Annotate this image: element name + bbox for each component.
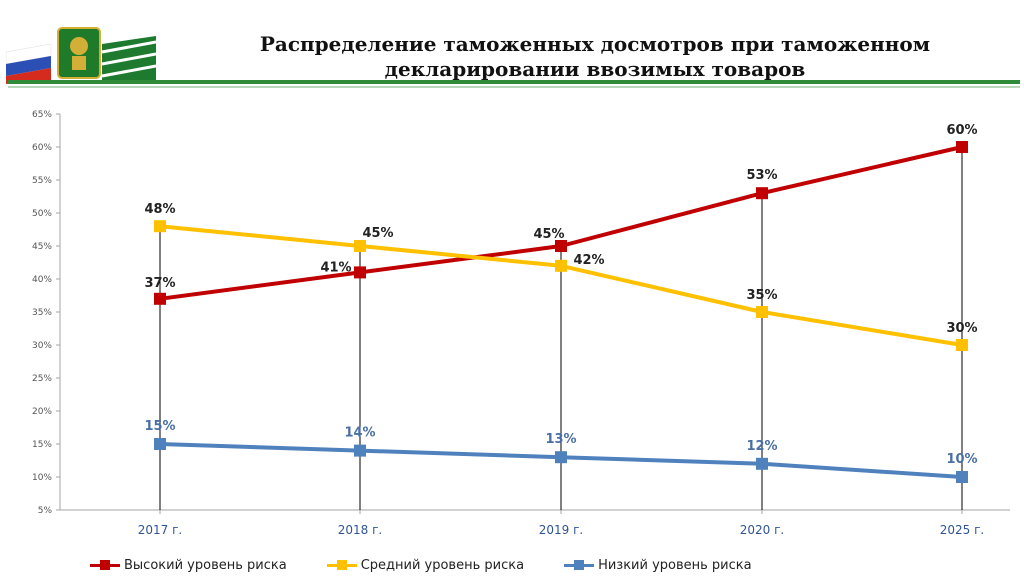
y-tick-label: 60%	[32, 143, 52, 153]
data-point	[756, 187, 768, 200]
y-tick-label: 20%	[32, 407, 52, 417]
legend-item-low-risk: Низкий уровень риска	[564, 558, 752, 573]
y-tick-label: 30%	[32, 341, 52, 351]
data-point	[956, 141, 968, 153]
data-point	[354, 240, 366, 252]
data-point	[956, 471, 968, 483]
legend-label-medium-risk: Средний уровень риска	[360, 557, 525, 573]
data-label: 12%	[746, 439, 777, 454]
y-tick-label: 40%	[32, 275, 52, 285]
title-line-2: декларировании ввозимых товаров	[384, 57, 806, 81]
x-tick-label: 2025 г.	[940, 523, 984, 537]
legend-swatch-medium-risk	[326, 559, 357, 571]
header-divider	[8, 80, 1020, 84]
legend-item-medium-risk: Средний уровень риска	[326, 557, 525, 573]
data-label: 41%	[320, 260, 351, 275]
legend-swatch-low-risk	[564, 559, 595, 571]
y-tick-label: 35%	[32, 308, 52, 318]
data-point	[154, 292, 166, 305]
data-label: 35%	[746, 288, 777, 303]
legend-label-high-risk: Высокий уровень риска	[124, 557, 287, 573]
data-label: 10%	[946, 452, 977, 467]
y-tick-label: 5%	[38, 506, 53, 516]
data-label: 14%	[344, 426, 375, 441]
data-point	[555, 240, 567, 252]
y-tick-label: 65%	[32, 110, 52, 120]
data-point	[956, 339, 968, 351]
data-point	[555, 451, 567, 464]
data-label: 45%	[362, 226, 393, 241]
y-tick-label: 45%	[32, 242, 52, 252]
chart-legend: Высокий уровень риска Средний уровень ри…	[90, 554, 752, 576]
title-line-1: Распределение таможенных досмотров при т…	[259, 32, 931, 56]
x-tick-label: 2020 г.	[740, 523, 784, 537]
series-markers	[154, 141, 968, 483]
data-point	[154, 438, 166, 450]
y-tick-label: 55%	[32, 176, 52, 186]
legend-swatch-high-risk	[90, 559, 120, 571]
legend-item-high-risk: Высокий уровень риска	[90, 558, 287, 573]
x-tick-label: 2017 г.	[138, 523, 182, 537]
data-point	[756, 457, 768, 470]
data-label: 53%	[746, 168, 777, 183]
drop-lines	[159, 147, 963, 510]
data-label: 30%	[946, 321, 977, 336]
data-point	[154, 220, 166, 233]
x-tick-label: 2019 г.	[539, 523, 583, 537]
data-point	[756, 306, 768, 318]
data-label: 45%	[533, 227, 564, 242]
data-label: 48%	[144, 202, 175, 217]
header: Распределение таможенных досмотров при т…	[0, 0, 1024, 96]
x-tick-label: 2018 г.	[338, 523, 382, 537]
data-label: 37%	[144, 276, 175, 291]
page-title: Распределение таможенных досмотров при т…	[170, 32, 1020, 82]
data-labels: 37% 41% 45% 53% 60% 48% 45% 42% 35% 30% 15% 14% 13% 1…	[144, 123, 977, 467]
data-point	[354, 444, 366, 457]
data-point	[354, 266, 366, 279]
data-label: 15%	[144, 419, 175, 434]
line-chart: 5% 10% 15% 20% 25% 30% 35% 40% 45% 50% 55% 60% 65% 20…	[32, 110, 1010, 537]
data-label: 13%	[545, 432, 576, 447]
y-tick-label: 10%	[32, 473, 52, 483]
data-label: 60%	[946, 123, 977, 138]
data-point	[555, 259, 567, 272]
y-tick-label: 50%	[32, 209, 52, 219]
header-divider-light	[8, 86, 1020, 88]
y-tick-label: 15%	[32, 440, 52, 450]
y-tick-label: 25%	[32, 374, 52, 384]
data-label: 42%	[573, 253, 604, 268]
legend-label-low-risk: Низкий уровень риска	[598, 557, 752, 573]
customs-emblem-logo	[6, 27, 156, 84]
chart-axes: 5% 10% 15% 20% 25% 30% 35% 40% 45% 50% 55% 60% 65% 20…	[32, 110, 1010, 537]
